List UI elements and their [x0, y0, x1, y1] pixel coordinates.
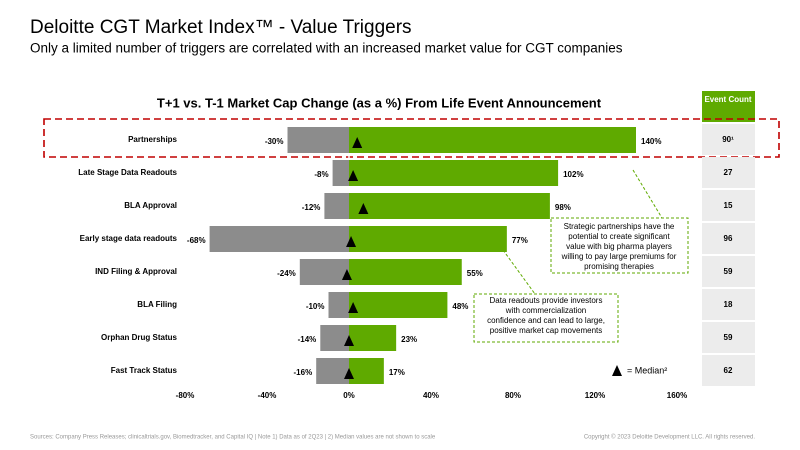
- bar: [349, 259, 462, 285]
- bar: [324, 193, 349, 219]
- count-cell: [702, 190, 755, 221]
- count-cell: [702, 256, 755, 287]
- value-label: 77%: [512, 236, 528, 245]
- event-count: 15: [724, 201, 733, 210]
- category-label: Orphan Drug Status: [101, 333, 178, 342]
- value-label: -68%: [187, 236, 206, 245]
- category-label: BLA Filing: [137, 300, 177, 309]
- bar: [349, 160, 559, 186]
- callout-text: promising therapies: [584, 262, 654, 271]
- value-label: 102%: [563, 170, 583, 179]
- x-tick-label: 0%: [343, 391, 355, 400]
- count-cell: [702, 157, 755, 188]
- connector: [632, 169, 663, 219]
- x-tick-label: -80%: [176, 391, 195, 400]
- bar: [209, 226, 349, 252]
- count-cell: [702, 223, 755, 254]
- page-subtitle: Only a limited number of triggers are co…: [30, 41, 623, 56]
- count-header-bg: [702, 91, 755, 122]
- category-label: IND Filing & Approval: [95, 267, 177, 276]
- bar: [349, 226, 507, 252]
- x-tick-label: -40%: [258, 391, 277, 400]
- chart-title: T+1 vs. T-1 Market Cap Change (as a %) F…: [157, 95, 602, 110]
- value-label: 55%: [467, 269, 483, 278]
- callout-text: with commercialization: [505, 306, 586, 315]
- value-label: 17%: [389, 368, 405, 377]
- event-count: 62: [724, 366, 733, 375]
- value-label: -14%: [298, 335, 317, 344]
- callout-text: confidence and can lead to large,: [487, 316, 605, 325]
- value-label: -24%: [277, 269, 296, 278]
- page-title: Deloitte CGT Market Index™ - Value Trigg…: [30, 17, 412, 38]
- value-label: 48%: [452, 302, 468, 311]
- legend-marker: [612, 365, 622, 376]
- median-marker: [348, 302, 359, 313]
- event-count: 96: [724, 234, 733, 243]
- callout-text: Strategic partnerships have the: [564, 222, 675, 231]
- callout-text: value with big pharma players: [566, 242, 672, 251]
- x-tick-label: 120%: [585, 391, 605, 400]
- callout-text: potential to create significant: [568, 232, 670, 241]
- event-count: 90¹: [722, 135, 734, 144]
- connector: [502, 249, 536, 295]
- callout-box: [473, 293, 619, 343]
- count-header: Event Count: [704, 95, 751, 104]
- category-label: Early stage data readouts: [80, 234, 178, 243]
- bar: [349, 127, 636, 153]
- x-tick-label: 160%: [667, 391, 687, 400]
- median-marker: [352, 137, 363, 148]
- bar: [287, 127, 349, 153]
- callout-text: willing to pay large premiums for: [561, 252, 677, 261]
- median-marker: [358, 203, 369, 214]
- median-marker: [348, 170, 359, 181]
- event-count: 59: [724, 267, 733, 276]
- value-label: 140%: [641, 137, 661, 146]
- bar: [349, 193, 550, 219]
- value-label: 23%: [401, 335, 417, 344]
- bar: [332, 160, 349, 186]
- value-label: -10%: [306, 302, 325, 311]
- median-marker: [341, 269, 352, 280]
- count-cell: [702, 289, 755, 320]
- callout-text: Data readouts provide investors: [490, 296, 603, 305]
- value-label: -16%: [294, 368, 313, 377]
- footer-copyright: Copyright © 2023 Deloitte Development LL…: [584, 434, 756, 441]
- value-label: 98%: [555, 203, 571, 212]
- bar: [316, 358, 349, 384]
- bar: [349, 325, 397, 351]
- category-label: Late Stage Data Readouts: [78, 168, 177, 177]
- x-tick-label: 40%: [423, 391, 439, 400]
- median-marker: [344, 368, 354, 379]
- median-marker: [344, 335, 354, 346]
- bar: [328, 292, 349, 318]
- median-marker: [346, 236, 357, 247]
- legend-label: = Median²: [627, 365, 667, 375]
- count-cell: [702, 322, 755, 353]
- event-count: 18: [724, 300, 733, 309]
- bar: [349, 358, 384, 384]
- x-tick-label: 80%: [505, 391, 521, 400]
- count-cell: [702, 124, 755, 155]
- event-count: 27: [724, 168, 733, 177]
- callout-box: [550, 217, 689, 274]
- event-count: 59: [724, 333, 733, 342]
- value-label: -30%: [265, 137, 284, 146]
- highlight-box: [43, 118, 780, 158]
- callout-text: positive market cap movements: [490, 326, 603, 335]
- category-label: Partnerships: [128, 135, 177, 144]
- value-label: -12%: [302, 203, 321, 212]
- bar: [349, 292, 448, 318]
- footer-sources: Sources: Company Press Releases; clinica…: [30, 435, 436, 441]
- bar: [320, 325, 349, 351]
- category-label: BLA Approval: [124, 201, 177, 210]
- value-label: -8%: [314, 170, 328, 179]
- count-cell: [702, 355, 755, 386]
- bar: [299, 259, 349, 285]
- category-label: Fast Track Status: [111, 366, 178, 375]
